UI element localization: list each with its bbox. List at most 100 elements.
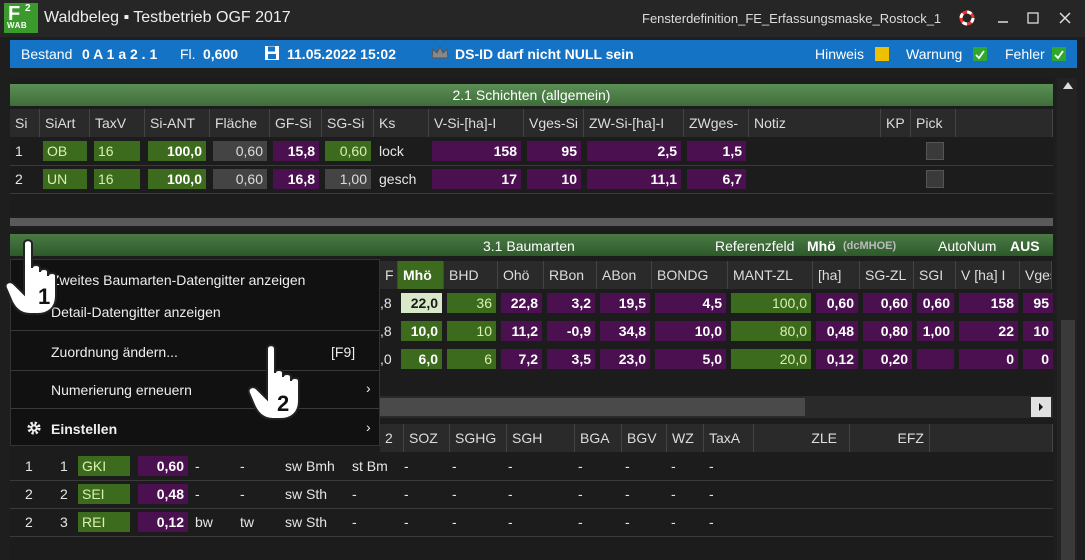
cell-ha[interactable]: 0,60	[816, 293, 858, 313]
pick-checkbox[interactable]	[926, 170, 944, 188]
cell-bhd[interactable]: 10	[447, 321, 496, 341]
cell-sg-si[interactable]: 1,00	[325, 169, 371, 189]
col-zw-si[interactable]: ZW-Si-[ha]-I	[584, 109, 684, 137]
cell-bondg[interactable]: 4,5	[655, 293, 726, 313]
col-soz[interactable]: SOZ	[404, 424, 450, 452]
menu-item-second-grid[interactable]: Zweites Baumarten-Datengitter anzeigen	[51, 272, 306, 288]
cell-vges-si[interactable]: 95	[527, 141, 581, 161]
cell-soz[interactable]: -	[404, 514, 409, 530]
cell-gf-si[interactable]: 16,8	[273, 169, 319, 189]
cell-bhd[interactable]: 6	[447, 349, 496, 369]
minimize-icon[interactable]	[991, 6, 1015, 30]
cell-f[interactable]: st Bm	[352, 458, 388, 474]
col-bhd[interactable]: BHD	[444, 261, 498, 289]
cell-ha[interactable]: 0,48	[816, 321, 858, 341]
cell-d[interactable]: tw	[240, 514, 254, 530]
cell-mhoe[interactable]: 6,0	[401, 349, 442, 369]
col-f[interactable]: F	[380, 261, 398, 289]
cell-abon[interactable]: 34,8	[600, 321, 650, 341]
cell-mant-zl[interactable]: 100,0	[731, 293, 811, 313]
cell-ant[interactable]: 0,60	[138, 456, 188, 476]
col-mhoe[interactable]: Mhö	[398, 261, 444, 289]
cell-zwges[interactable]: 1,5	[687, 141, 746, 161]
scroll-up-icon[interactable]	[1063, 82, 1073, 89]
cell-bgv[interactable]: -	[625, 458, 630, 474]
cell-vges[interactable]: 10	[1023, 321, 1053, 341]
cell-ba[interactable]: REI	[78, 512, 130, 532]
cell-siart[interactable]: OB	[43, 141, 87, 161]
pane-splitter[interactable]	[10, 218, 1053, 226]
col-siart[interactable]: SiArt	[40, 109, 90, 137]
menu-item-numerierung[interactable]: Numerierung erneuern	[51, 382, 192, 398]
cell-ant[interactable]: 0,48	[138, 484, 188, 504]
cell-ks[interactable]: gesch	[379, 171, 417, 187]
cell-bga[interactable]: -	[578, 514, 583, 530]
cell-b[interactable]: 3	[60, 514, 68, 530]
cell-a[interactable]: 2	[25, 486, 33, 502]
col-flaeche[interactable]: Fläche	[210, 109, 270, 137]
cell-v-ha[interactable]: 22	[959, 321, 1018, 341]
close-icon[interactable]	[1053, 6, 1077, 30]
cell-ha[interactable]: 0,12	[816, 349, 858, 369]
cell-f[interactable]: ,8	[380, 323, 392, 339]
menu-item-einstellen[interactable]: Einstellen	[51, 421, 118, 437]
col-efz[interactable]: EFZ	[850, 424, 930, 452]
col-v-ha[interactable]: V [ha] I	[956, 261, 1020, 289]
cell-bondg[interactable]: 5,0	[655, 349, 726, 369]
cell-bgv[interactable]: -	[625, 486, 630, 502]
cell-ohoe[interactable]: 11,2	[501, 321, 542, 341]
col-notiz[interactable]: Notiz	[749, 109, 881, 137]
cell-c[interactable]: -	[195, 486, 200, 502]
cell-bga[interactable]: -	[578, 486, 583, 502]
cell-wz[interactable]: -	[671, 486, 676, 502]
table-row[interactable]: 1 1 GKI 0,60 - - sw Bmh st Bm - - - - - …	[10, 452, 1053, 480]
col-ks[interactable]: Ks	[374, 109, 429, 137]
cell-wz[interactable]: -	[671, 514, 676, 530]
cell-taxa[interactable]: -	[709, 514, 714, 530]
table-row[interactable]: ,8 22,0 36 22,8 3,2 19,5 4,5 100,0 0,60 …	[380, 289, 1053, 317]
cell-si[interactable]: 2	[15, 171, 23, 187]
cell-bgv[interactable]: -	[625, 514, 630, 530]
col-si[interactable]: Si	[10, 109, 40, 137]
col-gf-si[interactable]: GF-Si	[270, 109, 322, 137]
cell-ant[interactable]: 0,12	[138, 512, 188, 532]
col-kp[interactable]: KP	[881, 109, 911, 137]
cell-zw-si[interactable]: 2,5	[587, 141, 681, 161]
hscroll-thumb[interactable]	[380, 398, 805, 416]
cell-mant-zl[interactable]: 80,0	[731, 321, 811, 341]
col-ohoe[interactable]: Ohö	[498, 261, 544, 289]
cell-sgi[interactable]: 0,60	[917, 293, 954, 313]
cell-abon[interactable]: 23,0	[600, 349, 650, 369]
fehler-check-icon[interactable]	[1052, 47, 1066, 61]
cell-sg-si[interactable]: 0,60	[325, 141, 371, 161]
col-sgh[interactable]: SGH	[507, 424, 575, 452]
col-pick[interactable]: Pick	[911, 109, 956, 137]
cell-gf-si[interactable]: 15,8	[273, 141, 319, 161]
cell-si-ant[interactable]: 100,0	[148, 141, 206, 161]
cell-si-ant[interactable]: 100,0	[148, 169, 206, 189]
col-2[interactable]: 2	[380, 424, 404, 452]
cell-ohoe[interactable]: 22,8	[501, 293, 542, 313]
cell-mant-zl[interactable]: 20,0	[731, 349, 811, 369]
cell-taxa[interactable]: -	[709, 458, 714, 474]
cell-c[interactable]: bw	[195, 514, 213, 530]
cell-v-ha[interactable]: 158	[959, 293, 1018, 313]
cell-zw-si[interactable]: 11,1	[587, 169, 681, 189]
col-zle[interactable]: ZLE	[754, 424, 850, 452]
col-bga[interactable]: BGA	[575, 424, 622, 452]
cell-e[interactable]: sw Sth	[285, 514, 328, 530]
cell-soz[interactable]: -	[404, 458, 409, 474]
cell-mhoe[interactable]: 10,0	[401, 321, 442, 341]
cell-siart[interactable]: UN	[43, 169, 87, 189]
cell-c[interactable]: -	[195, 458, 200, 474]
col-sg-si[interactable]: SG-Si	[322, 109, 374, 137]
cell-b[interactable]: 2	[60, 486, 68, 502]
cell-flaeche[interactable]: 0,60	[213, 141, 267, 161]
baumarten-hscroll[interactable]	[380, 396, 1053, 418]
table-row[interactable]: ,8 10,0 10 11,2 -0,9 34,8 10,0 80,0 0,48…	[380, 317, 1053, 345]
cell-vges[interactable]: 95	[1023, 293, 1053, 313]
cell-ks[interactable]: lock	[379, 143, 404, 159]
col-mant-zl[interactable]: MANT-ZL	[728, 261, 813, 289]
col-taxa[interactable]: TaxA	[704, 424, 754, 452]
cell-sgh[interactable]: -	[508, 458, 513, 474]
